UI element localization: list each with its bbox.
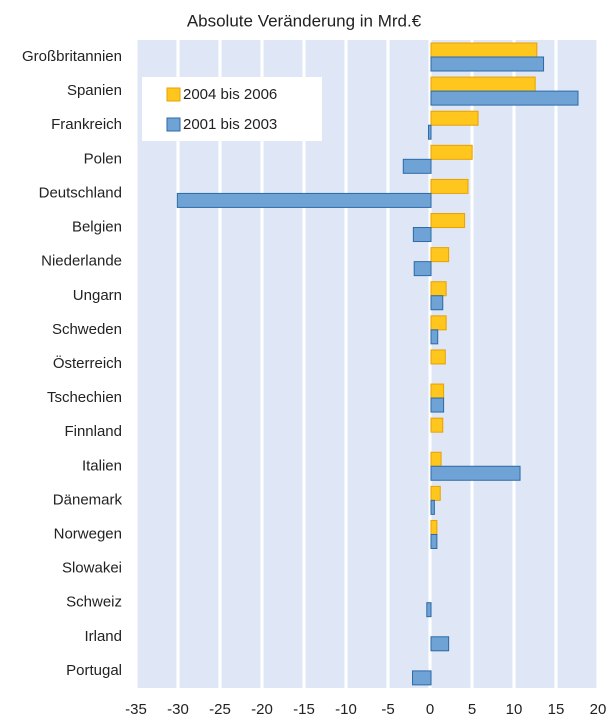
x-tick-label: 20 <box>590 701 607 718</box>
y-tick-label: Irland <box>84 628 122 645</box>
y-tick-label: Spanien <box>67 82 122 99</box>
legend-swatch <box>166 117 181 132</box>
x-tick-label: -30 <box>167 701 189 718</box>
bar <box>430 397 445 413</box>
bar <box>430 315 447 331</box>
bar <box>430 144 473 160</box>
bar <box>430 451 442 467</box>
y-tick-label: Slowakei <box>62 560 122 577</box>
y-tick-label: Österreich <box>53 354 122 372</box>
bar <box>413 261 432 277</box>
bar <box>430 281 447 297</box>
bar <box>402 158 432 174</box>
x-tick-label: 5 <box>468 701 476 718</box>
bar <box>412 670 432 686</box>
y-tick-label: Belgien <box>72 219 122 236</box>
legend-label: 2004 bis 2006 <box>183 86 277 103</box>
bar <box>430 295 444 311</box>
y-tick-label: Schweden <box>52 321 122 338</box>
y-tick-label: Tschechien <box>47 389 122 406</box>
chart-title: Absolute Veränderung in Mrd.€ <box>187 11 422 30</box>
bar <box>430 42 538 58</box>
y-tick-label: Norwegen <box>54 525 122 542</box>
x-tick-label: 10 <box>506 701 523 718</box>
bar <box>430 349 446 365</box>
legend-swatch <box>166 87 181 102</box>
bar <box>430 499 435 515</box>
x-tick-label: -10 <box>335 701 357 718</box>
y-tick-label: Deutschland <box>39 184 122 201</box>
x-tick-label: -20 <box>251 701 273 718</box>
bar <box>430 56 545 72</box>
y-tick-label: Ungarn <box>73 287 122 304</box>
y-tick-label: Schweiz <box>66 594 122 611</box>
bar <box>430 329 439 345</box>
x-tick-label: -25 <box>209 701 231 718</box>
bar <box>430 213 466 229</box>
bar <box>427 124 432 140</box>
bar <box>430 417 444 433</box>
bar <box>430 90 579 106</box>
y-tick-label: Dänemark <box>53 491 123 508</box>
bar <box>430 485 441 501</box>
x-tick-label: 0 <box>426 701 434 718</box>
bar <box>430 76 536 92</box>
y-tick-label: Frankreich <box>51 116 122 133</box>
plot-background <box>136 40 598 688</box>
bar <box>412 227 432 243</box>
bar <box>430 533 438 549</box>
bar <box>430 247 450 263</box>
bar <box>176 192 432 208</box>
bar <box>430 465 521 481</box>
bar <box>430 636 450 652</box>
x-tick-label: -15 <box>293 701 315 718</box>
bar <box>430 383 445 399</box>
y-tick-label: Finnland <box>64 423 122 440</box>
bar <box>430 519 438 535</box>
x-tick-label: 15 <box>548 701 565 718</box>
bar <box>430 178 469 194</box>
legend-label: 2001 bis 2003 <box>183 116 277 133</box>
y-tick-label: Italien <box>82 457 122 474</box>
x-tick-label: -5 <box>381 701 394 718</box>
bar <box>430 110 479 126</box>
y-tick-label: Polen <box>84 150 122 167</box>
x-tick-label: -35 <box>125 701 147 718</box>
bar <box>426 602 432 618</box>
y-tick-label: Niederlande <box>41 253 122 270</box>
y-tick-label: Großbritannien <box>22 48 122 65</box>
y-tick-label: Portugal <box>66 662 122 679</box>
